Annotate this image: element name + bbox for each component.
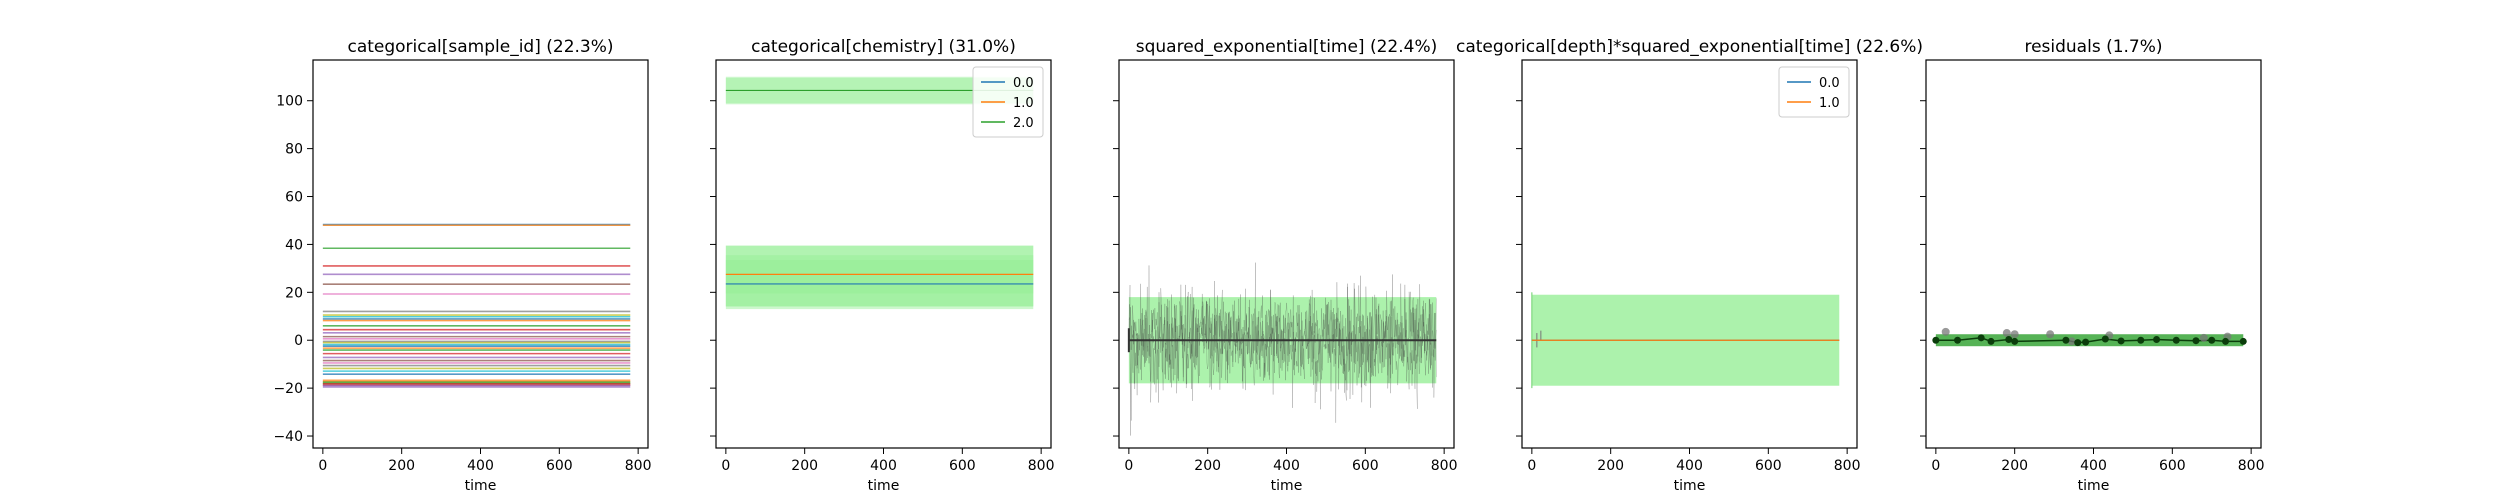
- x-tick-label: 600: [1352, 458, 1379, 474]
- ci-band-outer: [725, 245, 1034, 307]
- x-tick-label: 0: [318, 458, 327, 474]
- data-point: [2101, 335, 2109, 343]
- data-point: [1954, 336, 1962, 344]
- x-tick-label: 400: [870, 458, 897, 474]
- y-tick-label: 100: [276, 94, 303, 110]
- x-tick-label: 800: [625, 458, 652, 474]
- panel-title: categorical[sample_id] (22.3%): [347, 37, 613, 57]
- x-tick-label: 200: [2001, 458, 2028, 474]
- legend-label: 0.0: [1819, 76, 1840, 91]
- axes-frame: [1118, 59, 1455, 449]
- x-tick-label: 400: [2080, 458, 2107, 474]
- x-tick-label: 800: [1028, 458, 1055, 474]
- x-tick-label: 0: [1931, 458, 1940, 474]
- x-tick-label: 200: [1194, 458, 1221, 474]
- legend-label: 1.0: [1819, 96, 1840, 111]
- x-tick-label: 600: [2159, 458, 2186, 474]
- legend: 0.0 1.0 2.0: [972, 66, 1044, 138]
- data-point: [2117, 337, 2125, 345]
- plot-area: [725, 76, 1034, 310]
- residual-point: [2002, 329, 2011, 338]
- x-tick-label: 400: [467, 458, 494, 474]
- x-tick-label: 400: [1676, 458, 1703, 474]
- data-point: [1977, 334, 1985, 342]
- x-axis-label: time: [868, 478, 900, 494]
- panel-2: 0 200 400 600 800 categorical[chemistry] (31.…: [710, 37, 1055, 494]
- legend-box: [1778, 66, 1850, 118]
- x-axis-label: time: [2078, 478, 2110, 494]
- x-tick-label: 0: [1124, 458, 1133, 474]
- panel-title: residuals (1.7%): [2024, 37, 2162, 57]
- legend-label: 0.0: [1013, 76, 1034, 91]
- x-tick-label: 800: [1431, 458, 1458, 474]
- data-point: [2172, 336, 2180, 344]
- panel-title: categorical[chemistry] (31.0%): [751, 37, 1016, 57]
- data-point: [2239, 337, 2247, 345]
- ci-band: [1935, 334, 2244, 347]
- y-tick-label: −40: [273, 429, 303, 445]
- panel-title: categorical[depth]*squared_exponential[t…: [1456, 37, 1923, 57]
- x-tick-label: 0: [721, 458, 730, 474]
- x-tick-label: 200: [791, 458, 818, 474]
- panel-4: 0 200 400 600 800 categorical[depth]*squared_…: [1456, 37, 1923, 494]
- residual-point: [2046, 330, 2055, 339]
- data-point: [2062, 336, 2070, 344]
- x-tick-label: 200: [388, 458, 415, 474]
- plot-area: [1531, 292, 1840, 389]
- data-point: [2074, 339, 2082, 347]
- legend-box: [972, 66, 1044, 138]
- posterior-sample: [1128, 274, 1437, 423]
- x-tick-label: 200: [1597, 458, 1624, 474]
- axes-frame: [312, 59, 649, 449]
- data-point: [2005, 336, 2013, 344]
- data-point: [2153, 336, 2161, 344]
- data-point: [2082, 338, 2090, 346]
- x-tick-label: 800: [2238, 458, 2265, 474]
- axes-frame: [1521, 59, 1858, 449]
- y-tick-label: 0: [294, 333, 303, 349]
- panel-title: squared_exponential[time] (22.4%): [1136, 37, 1438, 57]
- x-axis-label: time: [465, 478, 497, 494]
- data-point: [2192, 337, 2200, 345]
- legend-label: 2.0: [1013, 116, 1034, 131]
- x-tick-label: 0: [1527, 458, 1536, 474]
- x-tick-label: 600: [949, 458, 976, 474]
- plot-area: [1932, 327, 2247, 347]
- residual-point: [1941, 327, 1950, 336]
- residual-point: [2199, 333, 2208, 342]
- y-tick-label: 40: [285, 237, 303, 253]
- data-point: [2222, 337, 2230, 345]
- posterior-sample: [1128, 265, 1437, 436]
- ci-band-inner: [725, 259, 1034, 306]
- panel-5: 0 200 400 600 800 residuals (1.7%) time: [1920, 37, 2265, 494]
- x-axis-label: time: [1674, 478, 1706, 494]
- plot-area: [1127, 262, 1437, 436]
- residual-point: [2067, 337, 2076, 346]
- legend-label: 1.0: [1013, 96, 1034, 111]
- data-point: [1932, 336, 1940, 344]
- posterior-sample: [1128, 262, 1437, 421]
- ci-band-outer: [725, 245, 1034, 310]
- y-tick-label: −20: [273, 381, 303, 397]
- residual-point: [2010, 330, 2019, 339]
- legend: 0.01.0: [1778, 66, 1850, 118]
- plot-area: [322, 223, 631, 388]
- x-tick-label: 600: [546, 458, 573, 474]
- panel-3: 0 200 400 600 800 squared_exponential[time] (…: [1113, 37, 1458, 494]
- data-point: [1987, 337, 1995, 345]
- x-tick-label: 600: [1755, 458, 1782, 474]
- data-point: [2208, 336, 2216, 344]
- x-tick-label: 800: [1834, 458, 1861, 474]
- y-tick-label: 60: [285, 190, 303, 206]
- data-point: [2137, 336, 2145, 344]
- axes-frame: [1925, 59, 2262, 449]
- y-tick-label: 20: [285, 285, 303, 301]
- panel-1: 0 200 400 600 800 −40 −20 0 20 40 60 80 100 categoric…: [273, 37, 651, 494]
- data-point: [2011, 337, 2019, 345]
- x-axis-label: time: [1271, 478, 1303, 494]
- y-tick-label: 80: [285, 142, 303, 158]
- x-tick-label: 400: [1273, 458, 1300, 474]
